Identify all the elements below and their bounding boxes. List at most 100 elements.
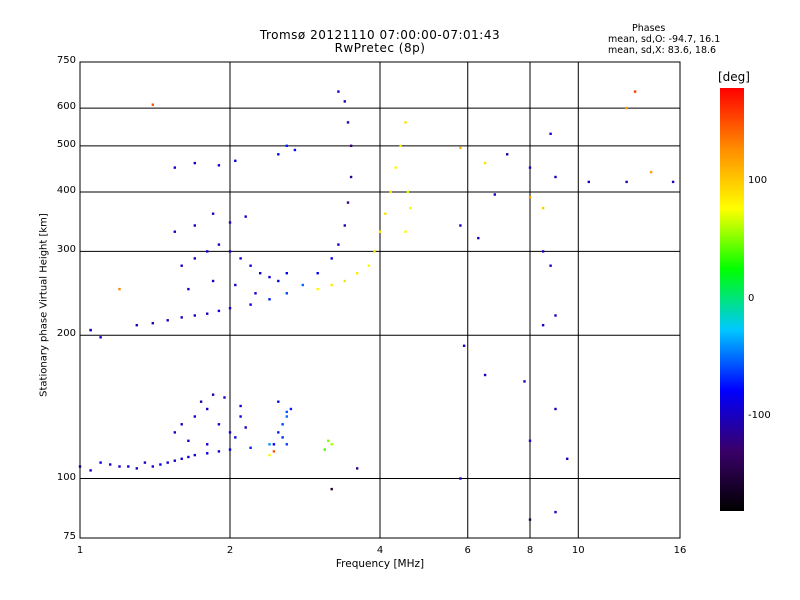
data-point [343,279,346,283]
data-point [166,461,169,464]
data-point [367,264,371,267]
x-tick-label: 8 [526,545,534,556]
data-point [193,161,196,165]
data-point [228,431,232,434]
y-tick-label: 75 [63,531,76,542]
chart-subtitle: RwPretec (8p) [334,41,426,55]
data-point [118,465,121,468]
data-point [554,175,557,179]
data-point [330,487,333,491]
data-point [244,426,247,429]
data-point [217,243,221,246]
y-tick-label: 300 [56,244,76,256]
data-point [89,469,92,472]
data-point [337,243,340,246]
data-point [327,439,330,442]
data-point [99,336,102,339]
data-point [239,415,242,418]
data-point [633,90,637,93]
data-point [193,453,196,457]
phases-stats-title: Phases [632,23,666,34]
data-point [293,148,297,152]
data-point [187,455,190,459]
data-point [277,431,280,434]
data-point [143,461,147,464]
data-point [206,452,209,455]
data-point [187,287,190,291]
data-point [346,201,350,204]
data-point [277,279,280,283]
data-point [330,257,333,260]
plot-frame [79,61,681,539]
data-point [217,309,221,313]
data-point [211,279,215,283]
data-point [193,415,196,418]
x-axis-label: Frequency [MHz] [335,558,425,570]
data-point [193,224,196,227]
data-point [301,283,304,287]
data-point [228,307,232,310]
data-point [151,465,154,468]
data-point [373,250,376,253]
data-point [268,298,271,301]
data-point [566,457,569,460]
data-point [409,206,412,210]
x-tick-label: 16 [673,545,687,556]
data-point [268,275,271,279]
data-point [180,264,183,267]
data-point [180,316,183,319]
phases-stats-o: mean, sd,O: -94.7, 16.1 [608,34,721,45]
data-point [549,264,552,267]
data-point [285,144,288,147]
data-point [587,180,590,184]
data-point [483,161,487,165]
data-point [316,272,319,275]
data-point [483,373,487,377]
x-tick-label: 2 [226,545,234,556]
data-point [99,461,102,464]
data-point [206,250,209,253]
data-point [316,287,319,291]
data-point [135,324,138,327]
data-point [272,450,276,453]
data-point [166,319,169,322]
y-axis-label: Stationary phase Virtual Height [km] [38,213,50,397]
data-point [506,153,509,156]
data-point [554,314,557,317]
data-point [228,448,232,451]
data-point [625,180,628,184]
x-tick-label: 10 [571,545,585,556]
data-point [399,144,402,147]
y-tick-label: 600 [56,101,76,113]
data-point [459,224,462,227]
data-point [541,206,545,210]
data-point [528,518,532,521]
data-point [323,448,326,451]
data-point [193,257,196,260]
data-point [268,453,271,457]
data-point [285,410,288,414]
data-point [281,423,284,426]
data-point [330,443,333,446]
data-point [239,404,242,408]
data-point [285,292,288,295]
data-point [541,250,545,253]
data-point [404,230,407,233]
colorbar-tick-label: 0 [748,292,755,304]
data-point [389,190,392,194]
y-tick-label: 200 [56,328,76,340]
data-point [173,459,176,462]
data-points [78,90,675,521]
data-point [109,463,112,466]
data-point [649,171,653,174]
data-point [239,257,242,260]
phase-colorbar [720,88,744,511]
data-point [554,407,557,411]
data-point [244,215,247,218]
data-point [356,272,359,275]
y-tick-label: 500 [56,138,76,150]
data-point [349,144,353,147]
chart-title: Tromsø 20121110 07:00:00-07:01:43 [259,28,501,42]
